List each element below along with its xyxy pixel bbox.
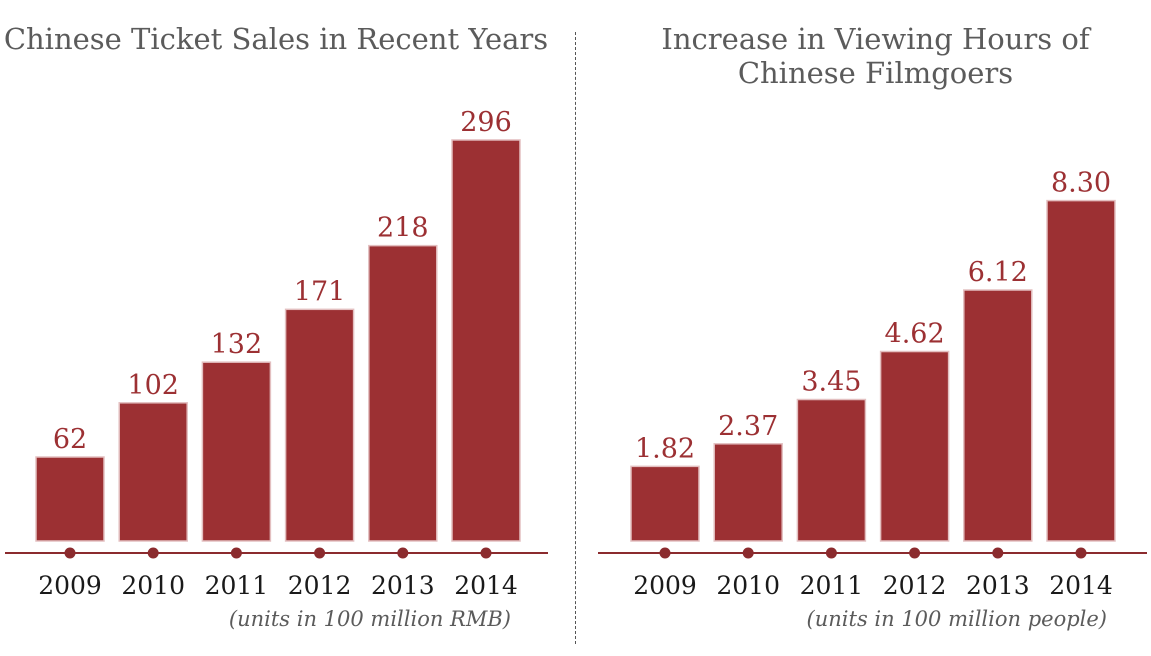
- viewing-hours-year-label-2012: 2012: [883, 571, 947, 600]
- ticket-sales-bar-2014: [451, 139, 521, 542]
- ticket-sales-bar-2009: [35, 456, 105, 542]
- viewing-hours-tick-marker-2010: [742, 547, 754, 559]
- viewing-hours-year-label-2009: 2009: [633, 571, 697, 600]
- viewing-hours-tick-marker-2013: [992, 547, 1004, 559]
- viewing-hours-year-label-2010: 2010: [716, 571, 780, 600]
- viewing-hours-tick-marker-2009: [659, 547, 671, 559]
- viewing-hours-year-label-2011: 2011: [800, 571, 864, 600]
- viewing-hours-bar-2013: [963, 289, 1033, 542]
- ticket-sales-year-label-2010: 2010: [121, 571, 185, 600]
- ticket-sales-value-label-2012: 171: [294, 276, 346, 307]
- viewing-hours-bar-2011: [796, 398, 867, 542]
- ticket-sales-bar-2013: [368, 244, 438, 542]
- viewing-hours-value-label-2011: 3.45: [801, 367, 861, 398]
- viewing-hours-value-label-2010: 2.37: [718, 411, 778, 442]
- viewing-hours-bar-2014: [1046, 199, 1116, 542]
- ticket-sales-year-label-2011: 2011: [205, 571, 269, 600]
- ticket-sales-tick-marker-2010: [147, 547, 159, 559]
- viewing-hours-bar-2012: [879, 350, 950, 542]
- viewing-hours-year-label-2014: 2014: [1049, 571, 1113, 600]
- viewing-hours-value-label-2009: 1.82: [635, 433, 695, 464]
- viewing-hours-bar-2009: [630, 465, 700, 542]
- viewing-hours-chart-title: Increase in Viewing Hours of Chinese Fil…: [661, 22, 1090, 90]
- ticket-sales-year-label-2012: 2012: [288, 571, 352, 600]
- viewing-hours-value-label-2014: 8.30: [1051, 168, 1111, 199]
- ticket-sales-tick-marker-2009: [64, 547, 76, 559]
- ticket-sales-value-label-2010: 102: [127, 370, 179, 401]
- ticket-sales-value-label-2013: 218: [377, 213, 429, 244]
- viewing-hours-value-label-2012: 4.62: [885, 319, 945, 350]
- ticket-sales-chart-title: Chinese Ticket Sales in Recent Years: [3, 22, 549, 56]
- viewing-hours-tick-marker-2014: [1075, 547, 1087, 559]
- ticket-sales-year-label-2013: 2013: [371, 571, 435, 600]
- ticket-sales-units-note: (units in 100 million RMB): [228, 607, 511, 631]
- ticket-sales-year-label-2009: 2009: [38, 571, 102, 600]
- ticket-sales-bar-2011: [201, 361, 272, 542]
- viewing-hours-tick-marker-2011: [825, 547, 837, 559]
- ticket-sales-year-label-2014: 2014: [454, 571, 518, 600]
- viewing-hours-bar-2010: [713, 443, 783, 542]
- chart-divider: [575, 32, 576, 644]
- ticket-sales-value-label-2014: 296: [460, 107, 512, 138]
- viewing-hours-value-label-2013: 6.12: [968, 257, 1028, 288]
- ticket-sales-bar-2010: [118, 402, 188, 542]
- viewing-hours-year-label-2013: 2013: [966, 571, 1030, 600]
- ticket-sales-tick-marker-2011: [230, 547, 242, 559]
- ticket-sales-value-label-2009: 62: [53, 424, 87, 455]
- ticket-sales-tick-marker-2012: [314, 547, 326, 559]
- ticket-sales-tick-marker-2013: [397, 547, 409, 559]
- viewing-hours-tick-marker-2012: [909, 547, 921, 559]
- ticket-sales-value-label-2011: 132: [211, 329, 263, 360]
- ticket-sales-tick-marker-2014: [480, 547, 492, 559]
- ticket-sales-bar-2012: [284, 308, 355, 542]
- viewing-hours-units-note: (units in 100 million people): [806, 607, 1107, 631]
